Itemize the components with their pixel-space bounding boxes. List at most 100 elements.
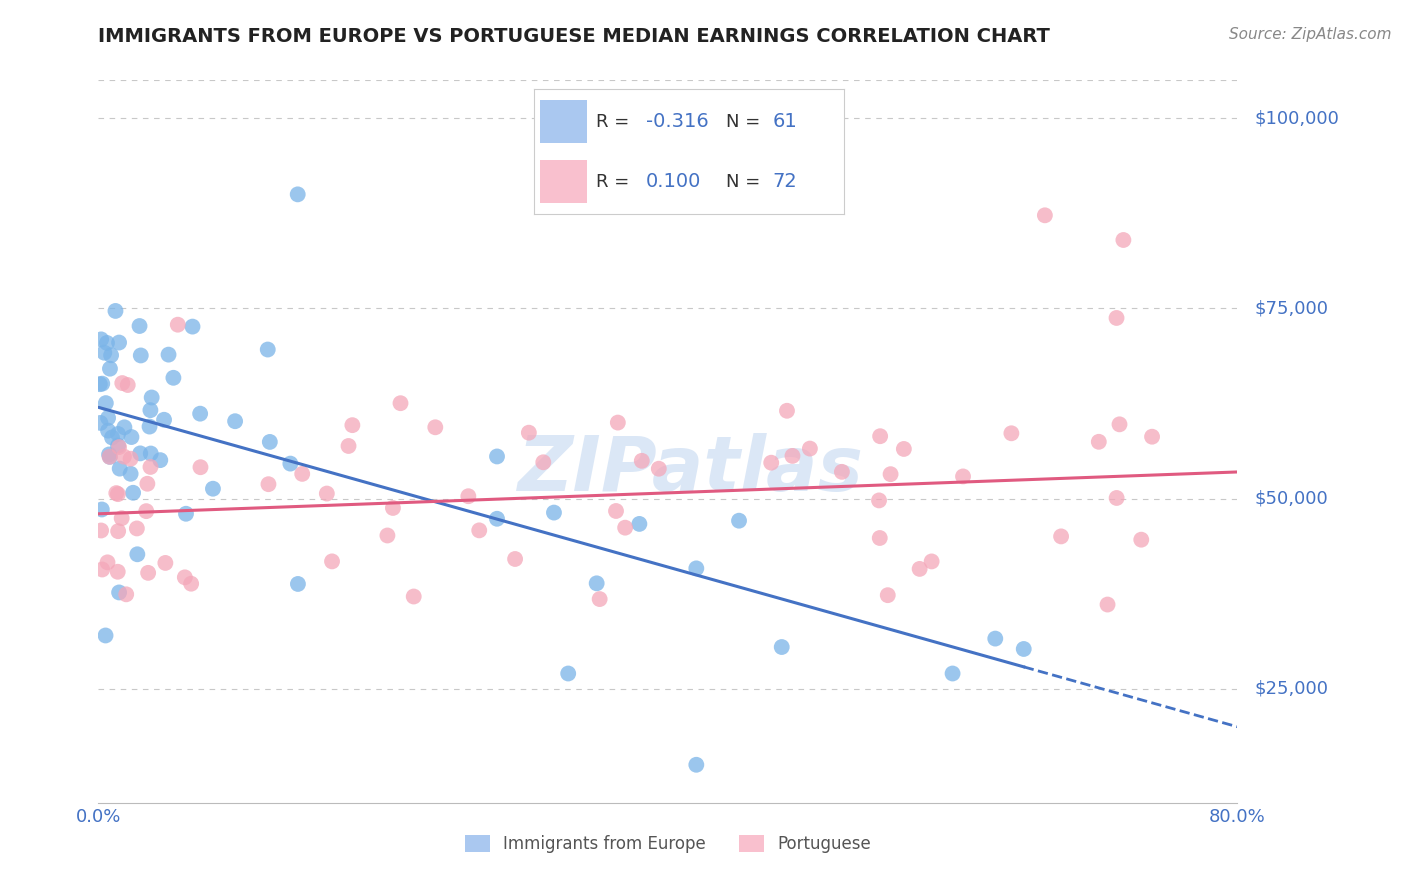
Point xyxy=(377,528,399,542)
Point xyxy=(869,429,891,443)
FancyBboxPatch shape xyxy=(540,101,586,143)
Text: 72: 72 xyxy=(772,172,797,191)
Point xyxy=(321,554,343,568)
Point xyxy=(280,457,302,471)
Point xyxy=(257,477,280,491)
FancyBboxPatch shape xyxy=(540,161,586,202)
Point xyxy=(921,554,943,568)
Point xyxy=(1097,598,1119,612)
Point xyxy=(879,467,901,482)
Point xyxy=(135,504,157,518)
Point xyxy=(117,378,139,392)
Point xyxy=(942,666,965,681)
Point xyxy=(486,512,509,526)
Point xyxy=(606,416,628,430)
Point xyxy=(381,500,404,515)
Point xyxy=(457,489,479,503)
Text: IMMIGRANTS FROM EUROPE VS PORTUGUESE MEDIAN EARNINGS CORRELATION CHART: IMMIGRANTS FROM EUROPE VS PORTUGUESE MED… xyxy=(98,27,1050,45)
Point xyxy=(173,570,195,584)
Point xyxy=(129,446,152,460)
Point xyxy=(557,666,579,681)
Point xyxy=(97,411,120,425)
Point xyxy=(112,450,135,464)
Text: -0.316: -0.316 xyxy=(645,112,709,131)
Point xyxy=(831,465,853,479)
Point xyxy=(96,335,118,350)
Point xyxy=(776,404,799,418)
Point xyxy=(91,562,114,576)
Text: R =: R = xyxy=(596,173,630,191)
Text: R =: R = xyxy=(596,112,630,130)
Point xyxy=(166,318,188,332)
Point xyxy=(630,454,652,468)
Point xyxy=(291,467,314,481)
Point xyxy=(531,455,554,469)
Point xyxy=(1140,430,1163,444)
Point xyxy=(98,450,121,464)
Point xyxy=(1088,434,1111,449)
Point xyxy=(782,449,804,463)
Point xyxy=(614,521,637,535)
Point xyxy=(120,430,142,444)
Point xyxy=(90,502,112,516)
Point xyxy=(128,318,150,333)
Point xyxy=(90,524,112,538)
Point xyxy=(94,396,117,410)
Point xyxy=(337,439,360,453)
Point xyxy=(728,514,751,528)
Point xyxy=(761,456,783,470)
Text: N =: N = xyxy=(725,112,761,130)
Point xyxy=(120,451,142,466)
Point xyxy=(107,524,129,538)
Point xyxy=(585,576,607,591)
Point xyxy=(96,555,118,569)
Point xyxy=(139,459,162,474)
Point xyxy=(107,439,129,453)
Point xyxy=(180,576,202,591)
Point xyxy=(342,418,364,433)
Point xyxy=(162,371,184,385)
Point xyxy=(138,419,160,434)
Point xyxy=(190,460,212,475)
Point xyxy=(104,304,127,318)
Point xyxy=(108,585,131,599)
Point xyxy=(287,577,309,591)
Point xyxy=(125,521,148,535)
Point xyxy=(543,506,565,520)
Point xyxy=(90,332,112,346)
Point xyxy=(122,485,145,500)
Point xyxy=(97,424,120,438)
Point xyxy=(517,425,540,440)
Point xyxy=(256,343,278,357)
Point xyxy=(107,565,129,579)
Point xyxy=(181,319,204,334)
Text: N =: N = xyxy=(725,173,761,191)
Text: $100,000: $100,000 xyxy=(1254,110,1340,128)
Point xyxy=(139,446,162,460)
Point xyxy=(120,467,142,481)
Text: ZIPatlas: ZIPatlas xyxy=(517,434,863,508)
Point xyxy=(1105,310,1128,325)
Point xyxy=(139,403,162,417)
Point xyxy=(908,562,931,576)
Point xyxy=(259,434,281,449)
Text: Source: ZipAtlas.com: Source: ZipAtlas.com xyxy=(1229,27,1392,42)
Point xyxy=(605,504,627,518)
Point xyxy=(157,348,180,362)
Point xyxy=(869,531,891,545)
Text: $50,000: $50,000 xyxy=(1254,490,1329,508)
Point xyxy=(93,345,115,359)
Point xyxy=(799,442,821,456)
Point xyxy=(94,628,117,642)
Point xyxy=(224,414,246,428)
Point xyxy=(315,486,337,500)
Point xyxy=(1050,529,1073,543)
Point xyxy=(108,335,131,350)
Point xyxy=(486,450,509,464)
Point xyxy=(1012,642,1035,657)
Text: $75,000: $75,000 xyxy=(1254,300,1329,318)
Point xyxy=(174,507,197,521)
Point xyxy=(98,450,121,464)
Text: 0.100: 0.100 xyxy=(645,172,702,191)
Point xyxy=(770,640,793,654)
